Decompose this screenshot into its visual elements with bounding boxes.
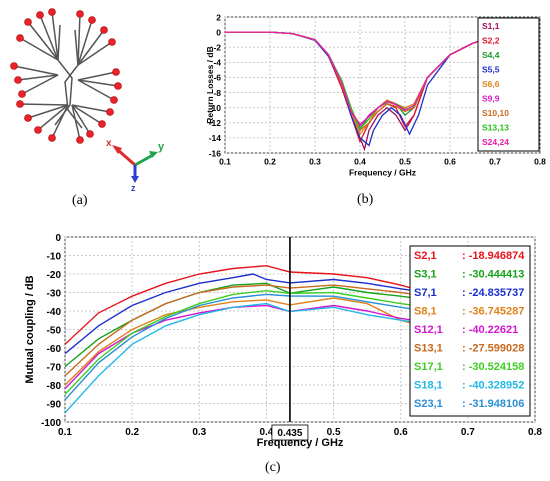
legend-readout: : -27.599028 bbox=[462, 343, 524, 355]
y-tick-label: -6 bbox=[213, 73, 221, 83]
x-axis-title: Frequency / GHz bbox=[349, 168, 416, 178]
coordinate-axes: x y z bbox=[106, 138, 165, 193]
series-lines bbox=[65, 264, 415, 414]
y-tick-label: -16 bbox=[209, 148, 222, 158]
legend-readout: : -30.524158 bbox=[462, 361, 524, 373]
legend-entry-S13-1: S13,1 bbox=[414, 343, 443, 355]
y-tick-label: -20 bbox=[47, 270, 62, 281]
legend-entry-S10-10: S10,10 bbox=[482, 108, 509, 118]
x-tick-label: 0.2 bbox=[264, 157, 276, 167]
legend-entry-S12-1: S12,1 bbox=[414, 324, 443, 336]
legend-entry-S17-1: S17,1 bbox=[414, 361, 443, 373]
x-tick-label: 0.5 bbox=[327, 427, 341, 438]
legend-readout: : -40.328952 bbox=[462, 380, 524, 392]
x-tick-label: 0.8 bbox=[528, 427, 542, 438]
legend-entry-S2-1: S2,1 bbox=[414, 250, 437, 262]
legend-readout: : -36.745287 bbox=[462, 306, 524, 318]
z-axis-label: z bbox=[131, 183, 136, 193]
return-losses-chart: 0.1 0.2 0.3 0.4 0.5 0.6 0.7 0.8 2 0 -2 -4 -6 -8 -10 -12… bbox=[205, 12, 546, 178]
x-tick-label: 0.3 bbox=[192, 427, 206, 438]
x-tick-label: 0.8 bbox=[534, 157, 546, 167]
y-tick-label: -4 bbox=[213, 58, 221, 68]
x-tick-label: 0.5 bbox=[399, 157, 411, 167]
legend-entry-S9-9: S9,9 bbox=[482, 94, 500, 104]
x-tick-label: 0.4 bbox=[354, 157, 366, 167]
legend-readout: : -24.835737 bbox=[462, 287, 524, 299]
series-line-S3-1 bbox=[65, 282, 415, 368]
y-axis-title: Mutual coupling / dB bbox=[24, 275, 36, 383]
y-axis-label: y bbox=[158, 141, 165, 153]
antenna-elements bbox=[10, 8, 122, 144]
legend-entry-S5-5: S5,5 bbox=[482, 65, 500, 75]
series-line-S12-1 bbox=[65, 304, 415, 390]
series-line-S8-1 bbox=[65, 297, 415, 386]
series-lines bbox=[225, 31, 540, 152]
legend-entry-S18-1: S18,1 bbox=[414, 380, 443, 392]
x-tick-label: 0.2 bbox=[125, 427, 139, 438]
marker-label: 0.435 bbox=[277, 428, 302, 439]
y-tick-label: -8 bbox=[213, 88, 221, 98]
x-tick-label: 0.7 bbox=[489, 157, 501, 167]
x-axis-arrow bbox=[117, 148, 136, 167]
mutual-coupling-chart: 0.1 0.2 0.3 0.4 0.5 0.6 0.7 0.8 0 -10 -20 -30 -40 -50… bbox=[24, 233, 542, 449]
legend bbox=[409, 245, 531, 417]
y-tick-label: -50 bbox=[47, 326, 62, 337]
y-tick-label: -80 bbox=[47, 381, 62, 392]
legend-entry-S8-1: S8,1 bbox=[414, 306, 437, 318]
y-tick-label: -40 bbox=[47, 307, 62, 318]
legend-readout: : -30.444413 bbox=[462, 269, 524, 281]
y-tick-label: -60 bbox=[47, 344, 62, 355]
panel-label-c: (c) bbox=[265, 460, 281, 475]
y-tick-label: -90 bbox=[47, 400, 62, 411]
y-tick-label: -70 bbox=[47, 363, 62, 374]
series-line-S13-1 bbox=[65, 284, 415, 377]
marker-box bbox=[271, 424, 309, 441]
x-tick-label: 0.4 bbox=[259, 427, 273, 438]
series-line-S7-1 bbox=[65, 273, 415, 355]
x-tick-label: 0.1 bbox=[58, 427, 72, 438]
legend-entry-S13-13: S13,13 bbox=[482, 123, 509, 133]
legend-entry-S23-1: S23,1 bbox=[414, 398, 443, 410]
y-axis-arrow bbox=[134, 153, 154, 167]
legend-readout: : -31.948106 bbox=[462, 398, 524, 410]
antenna-figure: x y z bbox=[10, 8, 165, 193]
series-line-S18-1 bbox=[65, 302, 415, 414]
y-tick-label: -14 bbox=[209, 133, 222, 143]
y-tick-label: 0 bbox=[216, 27, 221, 37]
series-line-S17-1 bbox=[65, 289, 415, 395]
legend-entry-S6-6: S6,6 bbox=[482, 79, 500, 89]
x-axis-title: Frequency / GHz bbox=[257, 437, 344, 449]
y-tick-label: -2 bbox=[213, 42, 221, 52]
legend-entry-S1-1: S1,1 bbox=[482, 21, 500, 31]
x-tick-label: 0.7 bbox=[461, 427, 475, 438]
legend-entry-S3-1: S3,1 bbox=[414, 269, 437, 281]
x-tick-label: 0.3 bbox=[309, 157, 321, 167]
legend-entry-S2-2: S2,2 bbox=[482, 36, 500, 46]
x-tick-label: 0.6 bbox=[444, 157, 456, 167]
antenna-array bbox=[13, 11, 119, 141]
legend-readout: : -18.946874 bbox=[462, 250, 525, 262]
y-axis-title: Return Losses / dB bbox=[205, 46, 215, 123]
y-tick-label: -10 bbox=[47, 252, 62, 263]
series-line-S24-24 bbox=[225, 31, 540, 126]
panel-label-b: (b) bbox=[357, 192, 374, 207]
x-tick-label: 0.1 bbox=[219, 157, 231, 167]
series-line-S2-1 bbox=[65, 264, 415, 345]
y-tick-label: -12 bbox=[209, 118, 222, 128]
y-tick-label: -30 bbox=[47, 289, 62, 300]
legend-readout: : -40.22621 bbox=[462, 324, 518, 336]
legend-entry-S7-1: S7,1 bbox=[414, 287, 437, 299]
x-tick-label: 0.6 bbox=[394, 427, 408, 438]
y-tick-label: -10 bbox=[209, 103, 222, 113]
y-tick-label: 2 bbox=[216, 12, 221, 22]
legend-entry-S4-4: S4,4 bbox=[482, 50, 500, 60]
panel-label-a: (a) bbox=[72, 193, 88, 208]
legend-entry-S24-24: S24,24 bbox=[482, 137, 509, 147]
series-line-S23-1 bbox=[65, 293, 415, 401]
x-axis-label: x bbox=[106, 138, 112, 149]
legend bbox=[477, 17, 540, 152]
y-tick-label: 0 bbox=[55, 233, 61, 244]
y-tick-label: -100 bbox=[41, 418, 61, 429]
